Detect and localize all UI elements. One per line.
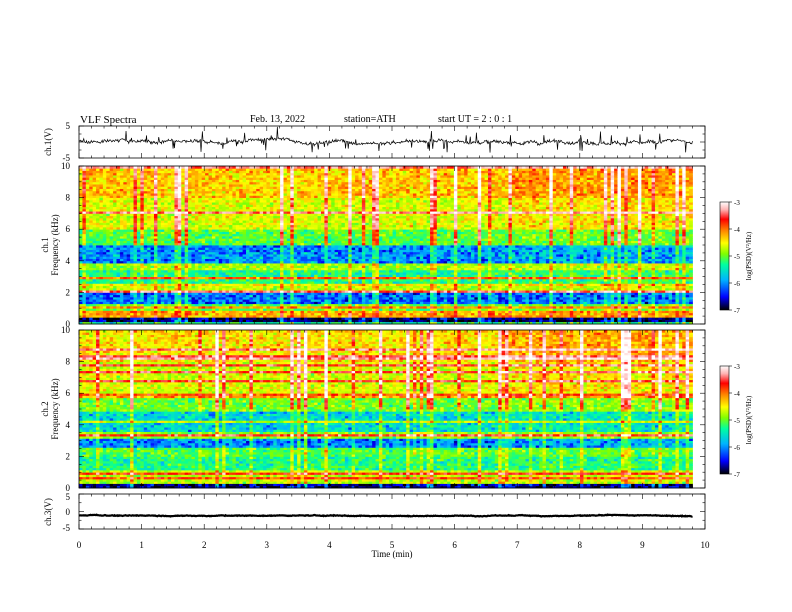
ch1-waveform-ylabel: ch.1(V) [43, 128, 53, 156]
ch1-spectrogram-image [79, 166, 693, 324]
ch1-ytick-top: 5 [66, 121, 71, 131]
ch1-waveform-trace [79, 127, 692, 153]
ch1-waveform-panel: 5 -5 ch.1(V) [43, 121, 705, 163]
